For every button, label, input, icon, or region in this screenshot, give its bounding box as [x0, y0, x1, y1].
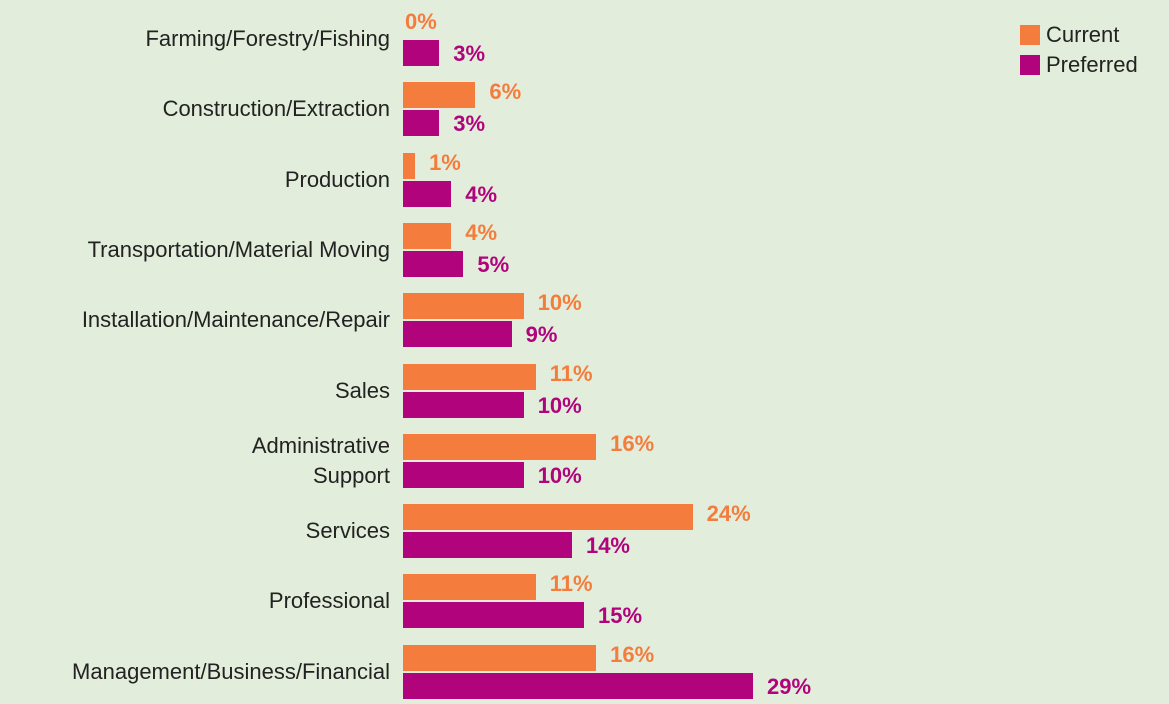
value-label: 29% [767, 673, 812, 699]
bar [403, 363, 536, 390]
value-label: 3% [453, 41, 485, 66]
bar [403, 672, 753, 699]
legend-label: Current [1046, 22, 1120, 47]
category-label: Management/Business/Financial [72, 658, 390, 684]
bar [403, 152, 416, 179]
category-label: Production [284, 166, 390, 192]
value-label: 5% [477, 251, 510, 277]
bar [403, 321, 512, 348]
bar [403, 250, 464, 277]
bar [403, 293, 524, 320]
bar [403, 40, 440, 66]
value-label: 4% [465, 181, 498, 207]
bar [403, 644, 597, 671]
category-label: Sales [334, 377, 390, 403]
value-label: 1% [429, 149, 461, 175]
bar [403, 532, 572, 559]
category-label: Transportation/Material Moving [87, 236, 390, 262]
value-label: 10% [537, 462, 582, 488]
category-label: Services [305, 518, 390, 544]
bar [403, 82, 476, 109]
legend-label: Preferred [1046, 52, 1138, 77]
value-label: 11% [549, 360, 593, 386]
category-label: Installation/Maintenance/Repair [81, 307, 390, 333]
bar [403, 110, 440, 137]
value-label: 9% [525, 322, 558, 348]
value-label: 10% [537, 290, 582, 316]
value-label: 0% [405, 9, 437, 34]
bar [403, 602, 585, 629]
category-label: Professional [268, 588, 390, 614]
legend-swatch [1020, 25, 1040, 45]
value-label: 11% [549, 571, 593, 597]
value-label: 24% [706, 501, 751, 527]
bar [403, 222, 452, 249]
value-label: 4% [465, 219, 498, 245]
bar [403, 391, 524, 418]
value-label: 3% [453, 111, 485, 137]
value-label: 6% [489, 79, 522, 105]
legend-swatch [1020, 55, 1040, 75]
value-label: 10% [537, 392, 582, 418]
category-label: Farming/Forestry/Fishing [145, 26, 390, 51]
bar [403, 433, 597, 460]
bar [403, 504, 693, 531]
category-label: Construction/Extraction [162, 96, 390, 122]
value-label: 15% [598, 603, 643, 629]
value-label: 16% [610, 430, 655, 456]
category-label: Administrative Support [251, 432, 390, 488]
value-label: 14% [585, 533, 630, 559]
bar [403, 461, 524, 488]
value-label: 16% [610, 641, 655, 667]
bar [403, 180, 452, 207]
bar [403, 574, 536, 601]
